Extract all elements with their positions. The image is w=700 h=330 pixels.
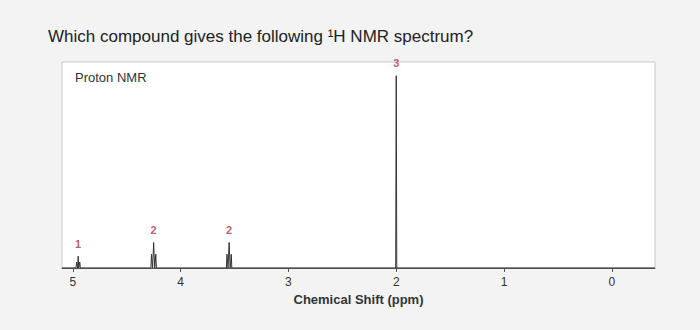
svg-text:5: 5: [69, 275, 76, 289]
html-text:Which compound gives the follo: Which compound gives the following ¹H NM…: [48, 27, 474, 46]
svg-text:4: 4: [177, 275, 184, 289]
svg-text:Proton NMR: Proton NMR: [75, 70, 147, 85]
svg-text:0: 0: [609, 275, 616, 289]
svg-text:3: 3: [393, 57, 399, 69]
svg-text:1: 1: [501, 275, 508, 289]
svg-text:2: 2: [151, 224, 157, 236]
svg-text:3: 3: [285, 275, 292, 289]
svg-text:2: 2: [226, 224, 232, 236]
svg-text:2: 2: [393, 275, 400, 289]
svg-text:Chemical Shift (ppm): Chemical Shift (ppm): [293, 292, 423, 307]
svg-text:1: 1: [75, 238, 81, 250]
